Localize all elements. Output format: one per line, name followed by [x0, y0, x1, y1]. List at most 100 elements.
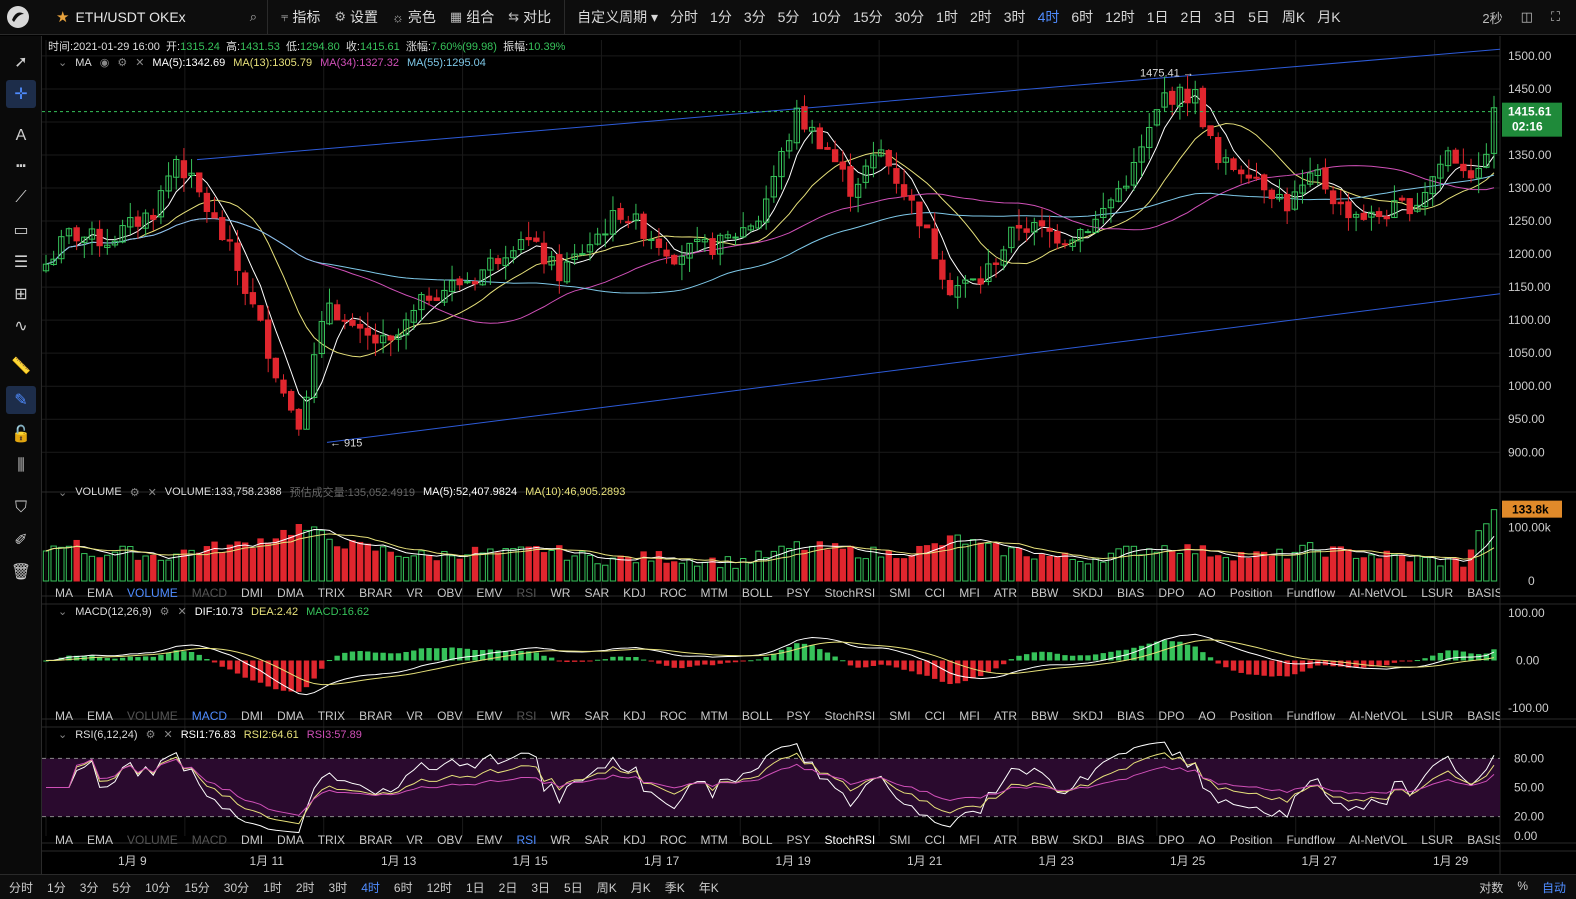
camera-icon[interactable]: ◫	[1520, 9, 1533, 24]
indicator-tab-cci[interactable]: CCI	[924, 708, 946, 723]
indicator-tab-stochrsi[interactable]: StochRSI	[824, 708, 876, 723]
indicator-tab-smi[interactable]: SMI	[889, 832, 911, 847]
indicator-tab-rsi[interactable]: RSI	[516, 585, 537, 600]
indicator-tab-emv[interactable]: EMV	[476, 832, 503, 847]
bottom-period-13[interactable]: 1日	[465, 880, 485, 895]
fullscreen-icon[interactable]: ⛶	[1550, 9, 1560, 24]
indicator-tab-roc[interactable]: ROC	[659, 832, 687, 847]
indicator-tab-volume[interactable]: VOLUME	[127, 585, 178, 600]
period-8[interactable]: 2时	[969, 9, 992, 25]
period-0[interactable]: 分时	[670, 9, 699, 25]
bottom-period-9[interactable]: 3时	[328, 880, 348, 895]
indicator-tab-skdj[interactable]: SKDJ	[1072, 708, 1104, 723]
indicator-tab-emv[interactable]: EMV	[476, 585, 503, 600]
indicator-tab-skdj[interactable]: SKDJ	[1072, 832, 1104, 847]
period-11[interactable]: 6时	[1071, 9, 1094, 25]
indicator-tab-obv[interactable]: OBV	[437, 832, 463, 847]
ruler-icon[interactable]: 📏	[11, 358, 31, 375]
period-15[interactable]: 3日	[1214, 9, 1237, 25]
toolbar-button-gear[interactable]: ⚙ 设置	[327, 0, 385, 34]
indicator-tab-wr[interactable]: WR	[550, 585, 571, 600]
indicator-tab-position[interactable]: Position	[1229, 585, 1273, 600]
bottom-period-3[interactable]: 5分	[112, 880, 132, 895]
period-5[interactable]: 15分	[853, 9, 883, 25]
indicator-tab-basis[interactable]: BASIS	[1467, 832, 1500, 847]
indicator-tab-ema[interactable]: EMA	[87, 832, 114, 847]
search-icon[interactable]: ⌕	[249, 9, 257, 24]
bottom-period-7[interactable]: 1时	[263, 880, 282, 895]
indicator-tab-roc[interactable]: ROC	[659, 585, 687, 600]
brush-icon[interactable]: ✎	[6, 386, 36, 414]
indicator-tab-stochrsi[interactable]: StochRSI	[824, 832, 876, 847]
indicator-tab-fundflow[interactable]: Fundflow	[1286, 832, 1336, 847]
indicator-tab-fundflow[interactable]: Fundflow	[1286, 708, 1336, 723]
bottom-period-10[interactable]: 4时	[361, 880, 380, 895]
bottom-period-2[interactable]: 3分	[79, 880, 99, 895]
indicator-tab-ai-netvol[interactable]: AI-NetVOL	[1349, 708, 1408, 723]
indicator-tab-dpo[interactable]: DPO	[1158, 832, 1185, 847]
lock-icon[interactable]: 🔓	[11, 426, 31, 443]
indicator-tab-obv[interactable]: OBV	[437, 585, 463, 600]
indicator-tab-mfi[interactable]: MFI	[959, 708, 980, 723]
indicator-tab-atr[interactable]: ATR	[993, 708, 1018, 723]
indicator-tab-dma[interactable]: DMA	[277, 832, 304, 847]
indicator-tab-brar[interactable]: BRAR	[359, 708, 393, 723]
text-tool-icon[interactable]: A	[15, 127, 27, 144]
crosshair-icon[interactable]: ✛	[6, 80, 36, 108]
bottom-period-8[interactable]: 2时	[295, 880, 315, 895]
indicator-tab-position[interactable]: Position	[1229, 708, 1273, 723]
close-icon[interactable]: ✕	[147, 486, 157, 499]
indicator-tab-basis[interactable]: BASIS	[1467, 585, 1500, 600]
indicator-tab-ao[interactable]: AO	[1198, 832, 1216, 847]
indicator-tab-boll[interactable]: BOLL	[741, 585, 773, 600]
trendline-icon[interactable]: ⟋	[15, 189, 27, 206]
indicator-tab-sar[interactable]: SAR	[584, 708, 610, 723]
indicator-tab-macd[interactable]: MACD	[191, 832, 228, 847]
auto-scale-toggle[interactable]: 自动	[1541, 880, 1566, 895]
indicator-tab-kdj[interactable]: KDJ	[623, 708, 646, 723]
indicator-tab-atr[interactable]: ATR	[993, 832, 1018, 847]
indicator-tab-brar[interactable]: BRAR	[359, 832, 393, 847]
indicator-tab-stochrsi[interactable]: StochRSI	[824, 585, 876, 600]
period-4[interactable]: 10分	[811, 9, 842, 25]
percent-scale-toggle[interactable]: %	[1517, 878, 1528, 893]
indicator-tab-ao[interactable]: AO	[1198, 708, 1216, 723]
indicator-tab-dmi[interactable]: DMI	[241, 832, 264, 847]
collapse-chevron-icon[interactable]: ⌄	[58, 57, 68, 69]
period-14[interactable]: 2日	[1180, 9, 1203, 25]
indicator-tab-trix[interactable]: TRIX	[317, 585, 346, 600]
indicator-tab-volume[interactable]: VOLUME	[127, 832, 178, 847]
period-3[interactable]: 5分	[777, 9, 800, 25]
indicator-tab-roc[interactable]: ROC	[659, 708, 687, 723]
symbol-selector[interactable]: ★ ETH/USDT OKEx ⌕	[36, 0, 268, 34]
period-6[interactable]: 30分	[894, 9, 925, 25]
indicator-tab-ma[interactable]: MA	[55, 585, 73, 600]
horizontal-ray-icon[interactable]: ┅	[16, 158, 26, 175]
indicator-tab-bbw[interactable]: BBW	[1031, 708, 1059, 723]
indicator-tab-vr[interactable]: VR	[406, 585, 424, 600]
indicator-tab-lsur[interactable]: LSUR	[1421, 708, 1454, 723]
bottom-period-1[interactable]: 1分	[47, 880, 66, 895]
indicator-tab-dpo[interactable]: DPO	[1158, 708, 1185, 723]
toolbar-button-grid[interactable]: ▦ 组合	[443, 0, 501, 34]
period-2[interactable]: 3分	[743, 9, 766, 25]
indicator-tab-bias[interactable]: BIAS	[1117, 708, 1145, 723]
indicator-tab-ai-netvol[interactable]: AI-NetVOL	[1349, 585, 1408, 600]
cursor-arrow-icon[interactable]: ➚	[14, 54, 28, 71]
bookmark-icon[interactable]: ⛉	[14, 499, 27, 516]
indicator-tab-emv[interactable]: EMV	[476, 708, 503, 723]
indicator-tab-atr[interactable]: ATR	[993, 585, 1018, 600]
indicator-tab-ema[interactable]: EMA	[87, 585, 114, 600]
period-1[interactable]: 1分	[710, 9, 732, 25]
rectangle-icon[interactable]: ▭	[13, 222, 29, 239]
bottom-period-11[interactable]: 6时	[393, 880, 413, 895]
close-icon[interactable]: ✕	[177, 606, 187, 618]
indicator-tab-mtm[interactable]: MTM	[700, 832, 728, 847]
indicator-tab-wr[interactable]: WR	[550, 832, 571, 847]
indicator-tab-ma[interactable]: MA	[55, 708, 73, 723]
indicator-tab-psy[interactable]: PSY	[786, 832, 811, 847]
indicator-tab-cci[interactable]: CCI	[924, 832, 946, 847]
indicator-tab-mtm[interactable]: MTM	[700, 585, 728, 600]
bottom-period-4[interactable]: 10分	[145, 880, 171, 895]
indicator-tab-sar[interactable]: SAR	[584, 585, 610, 600]
